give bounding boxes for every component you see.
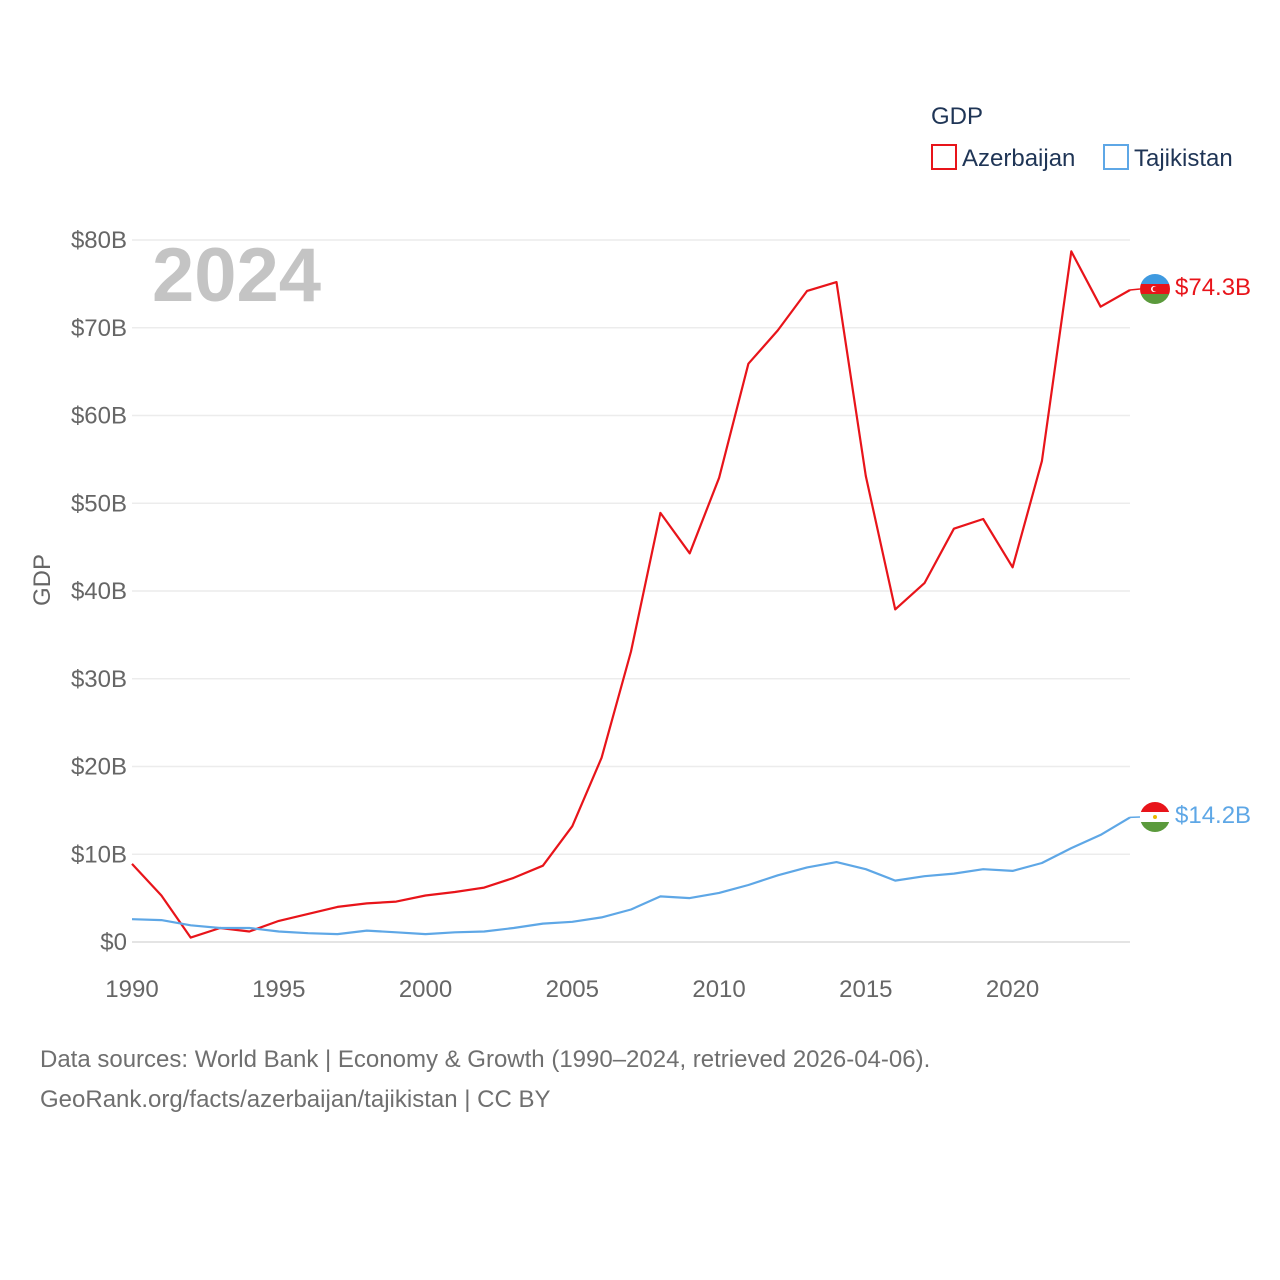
end-marker-tajikistan: $14.2B — [1129, 802, 1251, 832]
azerbaijan-flag-icon — [1140, 274, 1170, 304]
gridlines — [132, 239, 1130, 943]
series-line-azerbaijan[interactable] — [131, 250, 1131, 939]
y-tick-label: $0 — [100, 929, 127, 956]
y-tick-label: $60B — [71, 403, 127, 430]
legend-swatch-azerbaijan[interactable] — [931, 144, 957, 170]
y-tick-label: $70B — [71, 315, 127, 342]
source-line-1: Data sources: World Bank | Economy & Gro… — [40, 1046, 931, 1073]
x-tick-label: 2015 — [839, 976, 892, 1003]
legend-title: GDP — [931, 103, 983, 130]
x-tick-label: 1990 — [105, 976, 158, 1003]
y-axis-ticks: $0 $10B $20B $30B $40B $50B $60B $70B $80B — [71, 227, 127, 956]
x-axis-ticks: 1990 1995 2000 2005 2010 2015 2020 — [105, 976, 1039, 1003]
series-lines — [131, 250, 1131, 939]
x-tick-label: 2005 — [546, 976, 599, 1003]
x-tick-label: 1995 — [252, 976, 305, 1003]
source-note: Data sources: World Bank | Economy & Gro… — [40, 1040, 930, 1120]
source-line-2[interactable]: GeoRank.org/facts/azerbaijan/tajikistan … — [40, 1086, 551, 1113]
y-tick-label: $10B — [71, 841, 127, 868]
legend-label-azerbaijan[interactable]: Azerbaijan — [962, 145, 1075, 172]
y-tick-label: $80B — [71, 227, 127, 254]
year-label: 2024 — [152, 233, 321, 318]
tajikistan-flag-icon — [1140, 802, 1170, 832]
end-label-azerbaijan: $74.3B — [1175, 274, 1251, 301]
legend-swatch-tajikistan[interactable] — [1103, 144, 1129, 170]
x-tick-label: 2000 — [399, 976, 452, 1003]
end-marker-azerbaijan: $74.3B — [1129, 274, 1251, 304]
series-line-tajikistan[interactable] — [131, 816, 1131, 936]
x-tick-label: 2010 — [692, 976, 745, 1003]
y-tick-label: $30B — [71, 666, 127, 693]
y-tick-label: $40B — [71, 578, 127, 605]
y-tick-label: $20B — [71, 754, 127, 781]
legend-label-tajikistan[interactable]: Tajikistan — [1134, 145, 1233, 172]
end-connector-azerbaijan — [1129, 288, 1141, 291]
end-label-tajikistan: $14.2B — [1175, 802, 1251, 829]
x-tick-label: 2020 — [986, 976, 1039, 1003]
y-axis-title: GDP — [29, 554, 56, 606]
legend: GDP Azerbaijan Tajikistan — [931, 103, 1233, 172]
y-tick-label: $50B — [71, 490, 127, 517]
